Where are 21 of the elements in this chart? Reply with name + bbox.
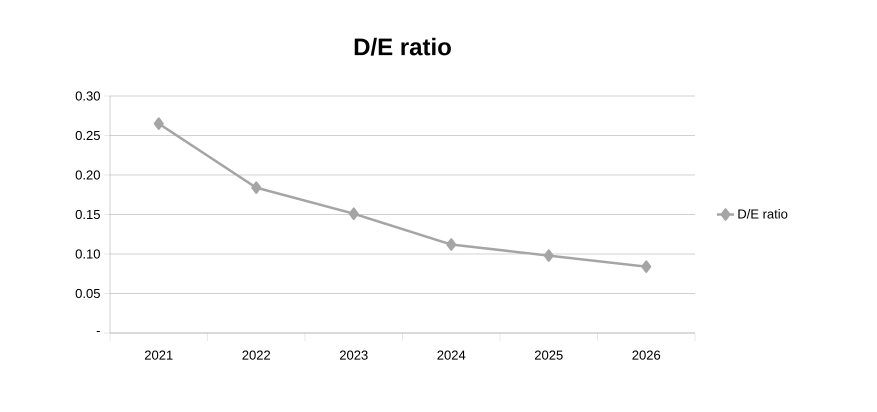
point [641, 260, 652, 273]
y-tick-label: 0.25 [76, 130, 100, 140]
y-tick-label: 0.15 [76, 210, 100, 220]
y-tick-label: 0.30 [76, 91, 100, 101]
point [348, 207, 359, 220]
y-tick-label: 0.10 [76, 249, 100, 259]
legend-label: D/E ratio [738, 209, 788, 219]
point [446, 238, 456, 251]
y-tick-label: 0.05 [76, 288, 100, 298]
x-tick-label: 2024 [437, 350, 466, 360]
y-tick-label: - [96, 331, 100, 332]
x-tick-label: 2021 [144, 350, 173, 360]
chart-title: D/E ratio [354, 38, 451, 56]
x-tick-label: 2023 [340, 350, 368, 360]
point [251, 181, 262, 194]
y-tick-label: 0.20 [76, 170, 100, 180]
point [544, 249, 554, 262]
x-tick-label: 2025 [534, 350, 563, 360]
x-tick-label: 2026 [632, 350, 660, 360]
x-tick-label: 2022 [242, 350, 270, 360]
point [154, 117, 164, 130]
